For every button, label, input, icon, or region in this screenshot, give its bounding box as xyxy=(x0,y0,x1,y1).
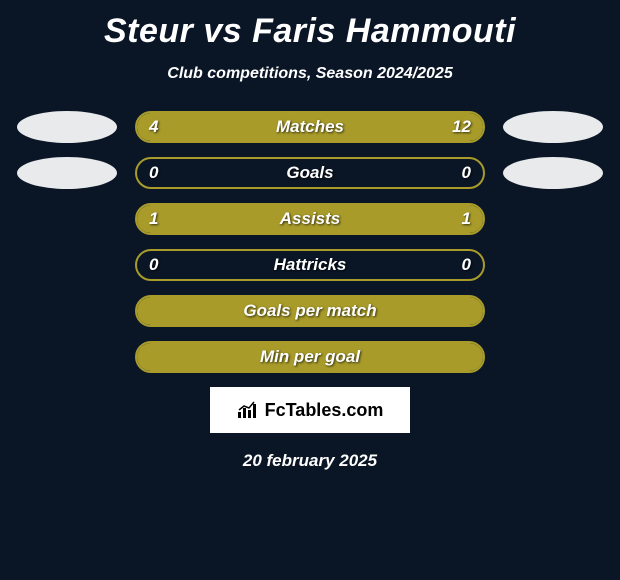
stat-row: 1 1 Assists xyxy=(0,203,620,235)
logo-text: FcTables.com xyxy=(265,400,384,421)
team-badge-right xyxy=(503,157,603,189)
stat-label: Matches xyxy=(276,117,344,137)
stat-label: Goals xyxy=(286,163,333,183)
badge-spacer xyxy=(503,203,603,235)
logo-box: FcTables.com xyxy=(210,387,410,433)
value-right: 0 xyxy=(462,163,471,183)
stat-row: 0 0 Goals xyxy=(0,157,620,189)
stat-bar: Min per goal xyxy=(135,341,485,373)
stat-label: Assists xyxy=(280,209,340,229)
team-badge-left xyxy=(17,111,117,143)
stat-label: Min per goal xyxy=(260,347,360,367)
value-right: 12 xyxy=(452,117,471,137)
value-left: 4 xyxy=(149,117,158,137)
stat-bar: 0 0 Hattricks xyxy=(135,249,485,281)
stat-row: 4 12 Matches xyxy=(0,111,620,143)
stat-row: 0 0 Hattricks xyxy=(0,249,620,281)
stat-label: Hattricks xyxy=(274,255,347,275)
stat-bar: 0 0 Goals xyxy=(135,157,485,189)
value-left: 0 xyxy=(149,163,158,183)
stats-container: 4 12 Matches 0 0 Goals 1 1 Assists 0 0 Hattricks Goa… xyxy=(0,111,620,373)
value-right: 1 xyxy=(462,209,471,229)
team-badge-right xyxy=(503,111,603,143)
fill-right xyxy=(224,113,484,141)
footer-date: 20 february 2025 xyxy=(0,451,620,471)
stat-bar: Goals per match xyxy=(135,295,485,327)
stat-row: Min per goal xyxy=(0,341,620,373)
page-title: Steur vs Faris Hammouti xyxy=(0,0,620,51)
badge-spacer xyxy=(17,295,117,327)
chart-icon xyxy=(237,401,259,419)
team-badge-left xyxy=(17,157,117,189)
stat-label: Goals per match xyxy=(243,301,376,321)
stat-bar: 4 12 Matches xyxy=(135,111,485,143)
badge-spacer xyxy=(503,295,603,327)
subtitle: Club competitions, Season 2024/2025 xyxy=(0,65,620,83)
value-left: 0 xyxy=(149,255,158,275)
stat-row: Goals per match xyxy=(0,295,620,327)
value-right: 0 xyxy=(462,255,471,275)
badge-spacer xyxy=(503,341,603,373)
value-left: 1 xyxy=(149,209,158,229)
badge-spacer xyxy=(17,249,117,281)
badge-spacer xyxy=(503,249,603,281)
badge-spacer xyxy=(17,341,117,373)
badge-spacer xyxy=(17,203,117,235)
stat-bar: 1 1 Assists xyxy=(135,203,485,235)
